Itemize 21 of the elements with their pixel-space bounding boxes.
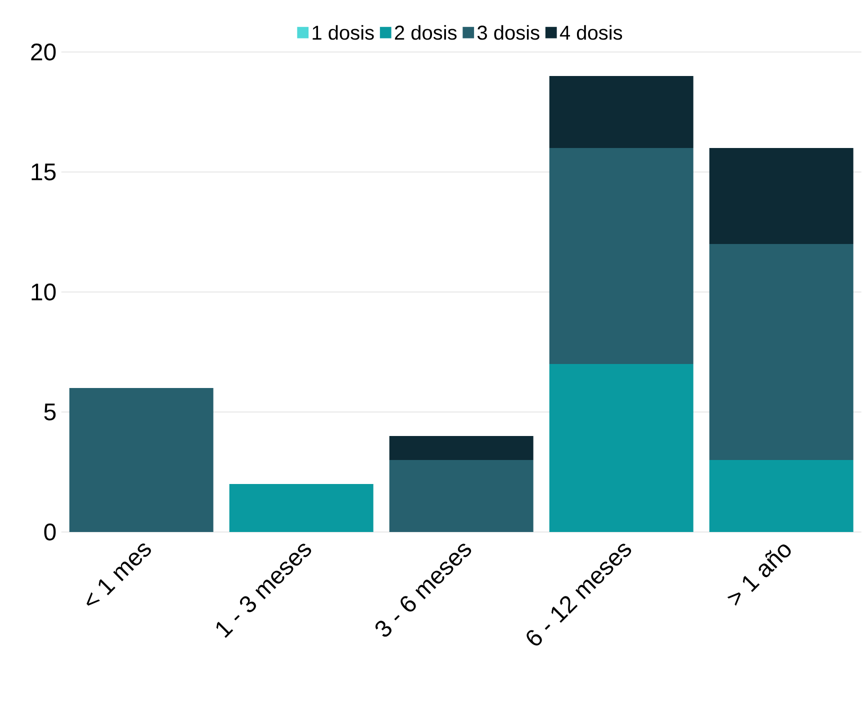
legend-label: 4 dosis	[560, 25, 622, 40]
legend-label: 1 dosis	[312, 25, 374, 40]
bar	[549, 76, 694, 148]
y-tick-label: 0	[44, 523, 56, 540]
bar	[389, 436, 534, 460]
bar	[709, 148, 854, 244]
bar	[229, 484, 374, 532]
y-tick-label: 20	[31, 43, 56, 60]
x-tick-label: < 1 mes	[86, 544, 151, 606]
bar	[389, 460, 534, 532]
bar	[549, 148, 694, 364]
bar	[549, 364, 694, 532]
legend-label: 3 dosis	[477, 25, 540, 40]
x-tick-label: > 1 año	[727, 544, 791, 606]
bar	[69, 388, 214, 532]
y-tick-label: 5	[44, 404, 56, 420]
y-tick-label: 10	[32, 283, 56, 300]
bar	[709, 460, 854, 532]
bar	[709, 244, 854, 460]
y-tick-label: 15	[32, 164, 56, 180]
legend-label: 2 dosis	[394, 25, 457, 40]
